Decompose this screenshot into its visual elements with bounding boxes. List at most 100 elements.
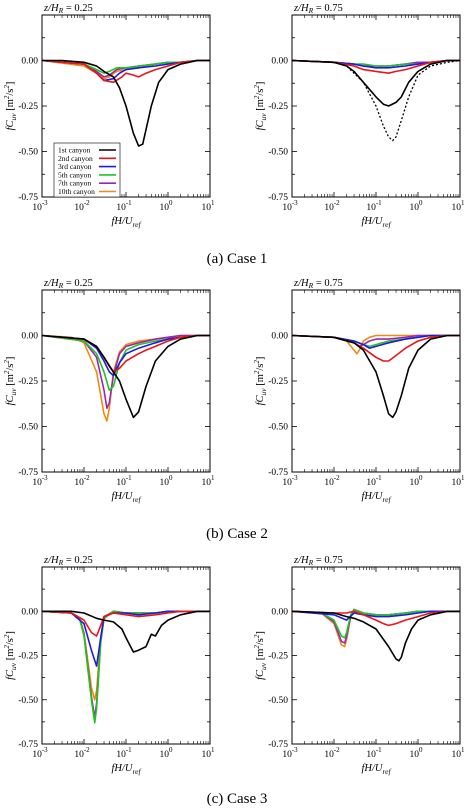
series-line-5th-canyon [292, 608, 460, 639]
y-tick-label: -0.75 [268, 468, 288, 478]
legend-label: 3rd canyon [58, 162, 92, 171]
x-tick-label: 10-1 [366, 474, 382, 488]
series-line-3rd-canyon [292, 610, 460, 621]
y-tick-label: 0.00 [21, 607, 38, 617]
x-tick-label: 101 [452, 199, 466, 213]
series-line-5th-canyon [42, 334, 210, 391]
series-line-2nd-canyon [292, 610, 460, 627]
y-tick-label: 0.00 [271, 607, 288, 617]
series-line-1st-canyon [292, 334, 460, 419]
series-line-1st-canyon-dotted- [292, 59, 460, 142]
x-tick-label: 100 [410, 474, 424, 488]
y-axis-title: fCuv [m2/s2] [3, 631, 18, 680]
y-tick-label: 0.00 [21, 332, 38, 342]
case-caption: (b) Case 2 [206, 526, 268, 542]
series-line-2nd-canyon [292, 59, 460, 74]
plot-frame [291, 566, 461, 745]
series-line-10th-canyon [42, 610, 210, 701]
y-tick-label: -0.25 [18, 377, 38, 387]
x-axis-title: fH/Uref [111, 216, 141, 229]
x-tick-label: 101 [202, 746, 216, 760]
x-tick-label: 10-2 [74, 746, 90, 760]
x-tick-label: 101 [202, 474, 216, 488]
x-axis-title: fH/Uref [111, 491, 141, 504]
x-tick-label: 10-2 [324, 474, 340, 488]
plot-frame [291, 289, 461, 473]
series-line-1st-canyon [292, 59, 460, 107]
y-tick-label: 0.00 [271, 57, 288, 67]
case-captions: (a) Case 1 (b) Case 2 (c) Case 3 [206, 251, 268, 807]
y-tick-label: -0.50 [18, 696, 38, 706]
legend-label: 5th canyon [58, 170, 91, 179]
y-tick-label: -0.50 [18, 148, 38, 158]
x-tick-label: 10-2 [324, 746, 340, 760]
legend-box [53, 142, 121, 198]
y-tick-label: -0.50 [18, 423, 38, 433]
y-tick-label: -0.75 [18, 468, 38, 478]
x-tick-label: 100 [160, 199, 174, 213]
series-line-7th-canyon [42, 334, 210, 410]
case-caption: (c) Case 3 [207, 791, 268, 807]
panel-label: z/HR = 0.25 [43, 555, 93, 567]
x-tick-label: 10-2 [324, 199, 340, 213]
plot-frame [41, 289, 211, 473]
series-line-2nd-canyon [42, 59, 210, 84]
series-line-2nd-canyon [42, 610, 210, 637]
legend-label: 7th canyon [58, 179, 91, 188]
y-tick-label: -0.75 [268, 740, 288, 750]
series-lines [42, 334, 210, 422]
x-axis-title: fH/Uref [361, 491, 391, 504]
series-line-1st-canyon [292, 610, 460, 662]
series-line-7th-canyon [42, 610, 210, 719]
y-tick-label: -0.75 [18, 740, 38, 750]
y-axis-title: fCuv [m2/s2] [3, 82, 18, 131]
series-lines [42, 610, 210, 724]
panel-label: z/HR = 0.25 [43, 278, 93, 290]
legend-label: 1st canyon [58, 146, 91, 155]
series-line-1st-canyon [42, 334, 210, 419]
series-line-3rd-canyon [292, 334, 460, 350]
svg-text:fCuv [m2/s2]: fCuv [m2/s2] [253, 82, 268, 131]
x-tick-label: 100 [410, 199, 424, 213]
y-tick-label: -0.25 [18, 102, 38, 112]
svg-text:fCuv [m2/s2]: fCuv [m2/s2] [253, 631, 268, 680]
series-lines [42, 59, 210, 147]
plot-frame [41, 566, 211, 745]
series-line-10th-canyon [42, 334, 210, 422]
y-tick-label: -0.25 [268, 652, 288, 662]
svg-text:fCuv [m2/s2]: fCuv [m2/s2] [3, 357, 18, 406]
x-tick-label: 10-1 [366, 199, 382, 213]
x-axis-title: fH/Uref [361, 216, 391, 229]
x-tick-label: 100 [160, 746, 174, 760]
y-axis-title: fCuv [m2/s2] [253, 631, 268, 680]
series-lines [292, 59, 460, 142]
panel-label: z/HR = 0.75 [293, 555, 343, 567]
y-axis-title: fCuv [m2/s2] [3, 357, 18, 406]
x-axis-title: fH/Uref [361, 763, 391, 776]
y-tick-label: -0.75 [268, 193, 288, 203]
legend-label: 2nd canyon [58, 154, 93, 163]
y-tick-label: -0.75 [18, 193, 38, 203]
y-tick-label: -0.50 [268, 148, 288, 158]
legend-label: 10th canyon [58, 187, 95, 196]
y-tick-label: -0.50 [268, 696, 288, 706]
case-caption: (a) Case 1 [207, 251, 268, 267]
y-tick-label: 0.00 [21, 57, 38, 67]
panel-label: z/HR = 0.25 [43, 3, 93, 15]
y-axis-title: fCuv [m2/s2] [253, 82, 268, 131]
panel-label: z/HR = 0.75 [293, 3, 343, 15]
series-line-1st-canyon [42, 610, 210, 653]
x-tick-label: 10-2 [74, 199, 90, 213]
series-line-5th-canyon [42, 610, 210, 724]
series-line-1st-canyon [42, 59, 210, 147]
x-axis-title: fH/Uref [111, 763, 141, 776]
x-tick-label: 10-1 [116, 746, 132, 760]
